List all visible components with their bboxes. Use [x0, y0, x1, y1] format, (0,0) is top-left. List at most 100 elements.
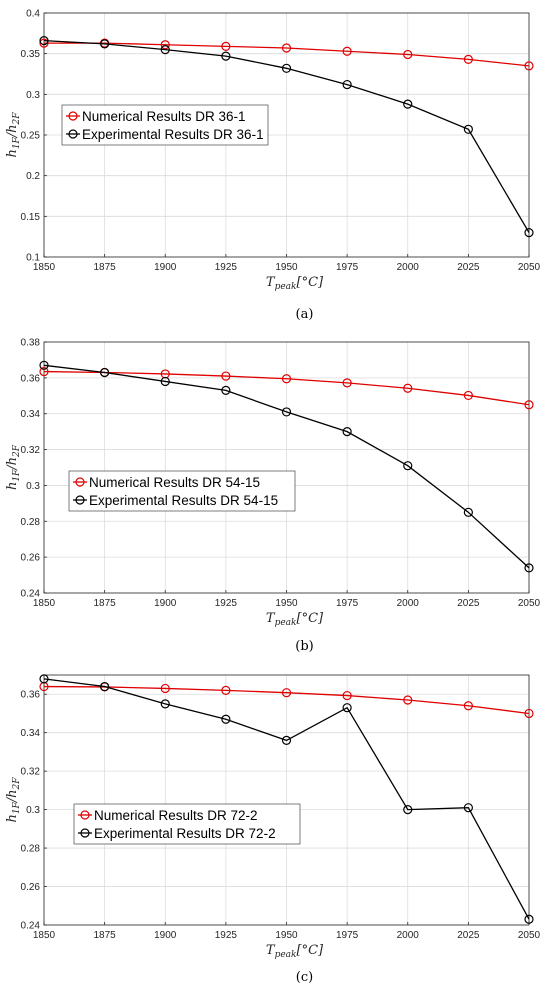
data-point-numerical	[463, 390, 473, 401]
data-point-experimental	[524, 228, 534, 238]
x-tick-label: 1900	[154, 262, 177, 273]
y-axis-label: h1F/h2F	[5, 777, 22, 823]
x-tick-label: 1850	[33, 598, 56, 609]
data-point-experimental	[463, 803, 473, 813]
axes-box	[43, 341, 530, 594]
data-point-experimental	[221, 714, 231, 724]
series-line-experimental	[43, 364, 530, 569]
x-tick-label: 1925	[215, 930, 238, 941]
data-point-experimental	[403, 461, 413, 471]
data-point-experimental	[281, 735, 292, 745]
data-point-experimental	[221, 51, 231, 61]
x-tick-label: 1975	[336, 262, 359, 273]
data-point-experimental	[524, 563, 534, 573]
data-point-numerical	[524, 61, 534, 71]
y-tick-label: 0.32	[21, 767, 41, 778]
data-point-numerical	[160, 40, 170, 50]
data-point-numerical	[39, 366, 49, 377]
data-point-experimental	[221, 385, 231, 396]
data-point-experimental	[160, 699, 170, 709]
y-tick-label: 0.24	[21, 589, 41, 600]
series-line-numerical	[43, 370, 530, 406]
x-tick-label: 1900	[154, 598, 177, 609]
y-tick-label: 0.28	[21, 517, 41, 528]
y-tick-label: 0.28	[21, 844, 41, 855]
y-tick-label: 0.34	[21, 409, 41, 420]
x-tick-label: 2050	[518, 262, 541, 273]
data-point-experimental	[160, 376, 170, 387]
legend-label: Experimental Results DR 72-2	[94, 826, 276, 841]
legend-marker	[80, 810, 90, 820]
data-point-numerical	[342, 690, 352, 701]
legend-box	[73, 803, 301, 845]
data-point-numerical	[403, 383, 413, 393]
legend-marker	[75, 495, 85, 505]
data-point-experimental	[160, 44, 170, 55]
x-tick-label: 1975	[336, 930, 359, 941]
legend-box	[61, 104, 269, 146]
y-tick-label: 0.3	[26, 90, 40, 101]
data-point-experimental	[39, 674, 49, 684]
data-point-numerical	[281, 43, 292, 53]
data-point-experimental	[100, 39, 110, 49]
data-point-numerical	[524, 708, 534, 719]
y-tick-label: 0.38	[21, 338, 41, 349]
legend-label: Experimental Results DR 36-1	[82, 127, 264, 142]
y-tick-label: 0.3	[26, 481, 40, 492]
y-tick-label: 0.2	[26, 171, 40, 182]
x-tick-label: 2000	[397, 262, 420, 273]
series-line-numerical	[44, 42, 530, 67]
x-tick-label: 1950	[275, 930, 298, 941]
series-line-numerical	[43, 685, 530, 715]
data-point-numerical	[463, 701, 473, 711]
legend-marker	[80, 828, 90, 838]
data-point-experimental	[463, 507, 473, 517]
y-axis-label: h1F/h2F	[5, 112, 22, 158]
y-tick-label: 0.25	[21, 131, 41, 142]
x-axis-label: Tpeak[°C]	[266, 611, 324, 628]
x-tick-label: 1925	[215, 598, 238, 609]
axes-box	[43, 674, 530, 926]
x-tick-label: 1975	[336, 598, 359, 609]
x-tick-label: 2050	[518, 930, 541, 941]
legend-marker	[68, 129, 78, 139]
x-tick-label: 1875	[94, 598, 117, 609]
chart-panel-2: 1850 1875 1900 1925 1950 1975 2000 2025 2050 0.24…	[5, 338, 541, 629]
figure-caption: (b)	[295, 639, 313, 654]
y-tick-label: 0.26	[21, 553, 41, 564]
legend-label: Numerical Results DR 54-15	[89, 475, 260, 490]
y-tick-label: 0.36	[21, 373, 41, 384]
data-point-numerical	[39, 38, 49, 48]
y-tick-label: 0.15	[21, 212, 41, 223]
data-point-numerical	[463, 54, 473, 64]
x-axis-label: Tpeak[°C]	[266, 275, 324, 292]
data-point-numerical	[403, 49, 413, 60]
data-point-numerical	[342, 46, 352, 56]
legend-marker	[68, 111, 78, 121]
data-point-experimental	[342, 703, 352, 713]
data-point-experimental	[403, 805, 413, 815]
data-point-experimental	[463, 124, 473, 134]
data-point-experimental	[39, 36, 49, 46]
data-point-experimental	[403, 99, 413, 109]
x-tick-label: 1850	[33, 262, 56, 273]
data-point-numerical	[524, 400, 534, 410]
x-tick-label: 2025	[457, 930, 480, 941]
x-tick-label: 2000	[397, 598, 420, 609]
chart-panel-1: 1850 1875 1900 1925 1950 1975 2000 2025 2050 0.1 0…	[5, 9, 541, 293]
legend-box	[68, 470, 296, 512]
x-tick-label: 1850	[33, 930, 56, 941]
data-point-numerical	[221, 685, 231, 695]
legend-marker	[75, 477, 85, 487]
x-tick-label: 2025	[457, 598, 480, 609]
data-point-numerical	[221, 41, 231, 51]
y-tick-label: 0.24	[21, 921, 41, 932]
figure-caption: (a)	[296, 307, 314, 322]
series-line-experimental	[43, 678, 530, 920]
data-point-experimental	[100, 681, 110, 692]
y-tick-label: 0.35	[21, 49, 41, 60]
data-point-numerical	[160, 683, 170, 694]
x-tick-label: 2000	[397, 930, 420, 941]
x-tick-label: 1900	[154, 930, 177, 941]
